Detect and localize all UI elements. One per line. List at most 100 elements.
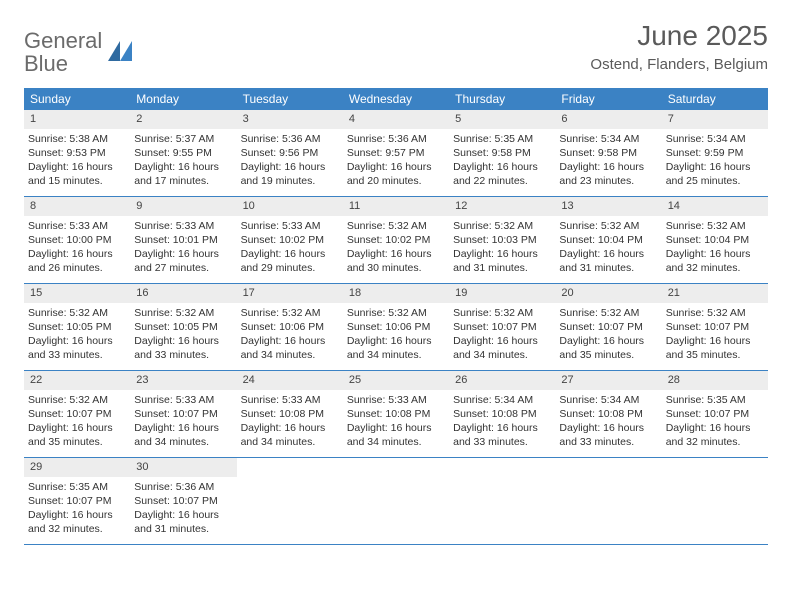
day-body: Sunrise: 5:32 AMSunset: 10:05 PMDaylight… [24, 303, 130, 369]
sunrise-text: Sunrise: 5:36 AM [241, 132, 339, 146]
day-cell [449, 458, 555, 544]
sunrise-text: Sunrise: 5:34 AM [559, 393, 657, 407]
daylight-text: Daylight: 16 hours and 34 minutes. [347, 421, 445, 449]
sunrise-text: Sunrise: 5:38 AM [28, 132, 126, 146]
sunrise-text: Sunrise: 5:33 AM [134, 219, 232, 233]
week-row: 8Sunrise: 5:33 AMSunset: 10:00 PMDayligh… [24, 197, 768, 284]
day-cell: 10Sunrise: 5:33 AMSunset: 10:02 PMDaylig… [237, 197, 343, 283]
sunset-text: Sunset: 10:02 PM [241, 233, 339, 247]
day-number: 24 [237, 371, 343, 390]
sunrise-text: Sunrise: 5:33 AM [241, 393, 339, 407]
sunset-text: Sunset: 9:55 PM [134, 146, 232, 160]
day-cell: 30Sunrise: 5:36 AMSunset: 10:07 PMDaylig… [130, 458, 236, 544]
daylight-text: Daylight: 16 hours and 15 minutes. [28, 160, 126, 188]
week-row: 29Sunrise: 5:35 AMSunset: 10:07 PMDaylig… [24, 458, 768, 545]
daylight-text: Daylight: 16 hours and 33 minutes. [134, 334, 232, 362]
sunset-text: Sunset: 9:59 PM [666, 146, 764, 160]
day-cell: 16Sunrise: 5:32 AMSunset: 10:05 PMDaylig… [130, 284, 236, 370]
daylight-text: Daylight: 16 hours and 20 minutes. [347, 160, 445, 188]
sunrise-text: Sunrise: 5:32 AM [559, 306, 657, 320]
sunrise-text: Sunrise: 5:37 AM [134, 132, 232, 146]
logo-mark-icon [108, 41, 132, 61]
daylight-text: Daylight: 16 hours and 22 minutes. [453, 160, 551, 188]
daylight-text: Daylight: 16 hours and 34 minutes. [241, 421, 339, 449]
header: General Blue June 2025 Ostend, Flanders,… [24, 20, 768, 76]
day-body: Sunrise: 5:35 AMSunset: 9:58 PMDaylight:… [449, 129, 555, 195]
day-cell: 21Sunrise: 5:32 AMSunset: 10:07 PMDaylig… [662, 284, 768, 370]
day-number: 4 [343, 110, 449, 129]
daylight-text: Daylight: 16 hours and 26 minutes. [28, 247, 126, 275]
day-number: 3 [237, 110, 343, 129]
day-body: Sunrise: 5:33 AMSunset: 10:01 PMDaylight… [130, 216, 236, 282]
daylight-text: Daylight: 16 hours and 34 minutes. [241, 334, 339, 362]
day-number: 22 [24, 371, 130, 390]
day-number: 27 [555, 371, 661, 390]
sunrise-text: Sunrise: 5:33 AM [241, 219, 339, 233]
daylight-text: Daylight: 16 hours and 34 minutes. [453, 334, 551, 362]
day-number: 2 [130, 110, 236, 129]
day-body: Sunrise: 5:32 AMSunset: 10:02 PMDaylight… [343, 216, 449, 282]
daylight-text: Daylight: 16 hours and 33 minutes. [28, 334, 126, 362]
daylight-text: Daylight: 16 hours and 25 minutes. [666, 160, 764, 188]
sunset-text: Sunset: 10:07 PM [666, 407, 764, 421]
day-body: Sunrise: 5:34 AMSunset: 10:08 PMDaylight… [555, 390, 661, 456]
day-cell [237, 458, 343, 544]
sunset-text: Sunset: 9:57 PM [347, 146, 445, 160]
day-number: 28 [662, 371, 768, 390]
sunset-text: Sunset: 10:07 PM [559, 320, 657, 334]
daylight-text: Daylight: 16 hours and 34 minutes. [347, 334, 445, 362]
day-cell: 18Sunrise: 5:32 AMSunset: 10:06 PMDaylig… [343, 284, 449, 370]
sunrise-text: Sunrise: 5:32 AM [347, 306, 445, 320]
day-body: Sunrise: 5:32 AMSunset: 10:07 PMDaylight… [555, 303, 661, 369]
day-number: 16 [130, 284, 236, 303]
day-body: Sunrise: 5:34 AMSunset: 10:08 PMDaylight… [449, 390, 555, 456]
day-cell: 11Sunrise: 5:32 AMSunset: 10:02 PMDaylig… [343, 197, 449, 283]
logo-word2: Blue [24, 51, 68, 76]
sunset-text: Sunset: 10:07 PM [666, 320, 764, 334]
sunrise-text: Sunrise: 5:32 AM [347, 219, 445, 233]
day-body: Sunrise: 5:36 AMSunset: 9:57 PMDaylight:… [343, 129, 449, 195]
day-body: Sunrise: 5:38 AMSunset: 9:53 PMDaylight:… [24, 129, 130, 195]
day-cell: 24 Sunrise: 5:33 AMSunset: 10:08 PMDaylig… [237, 371, 343, 457]
day-number: 23 [130, 371, 236, 390]
daylight-text: Daylight: 16 hours and 31 minutes. [134, 508, 232, 536]
day-number: 14 [662, 197, 768, 216]
sunset-text: Sunset: 9:56 PM [241, 146, 339, 160]
sunrise-text: Sunrise: 5:32 AM [28, 306, 126, 320]
day-number: 17 [237, 284, 343, 303]
sunset-text: Sunset: 10:07 PM [134, 407, 232, 421]
sunset-text: Sunset: 9:53 PM [28, 146, 126, 160]
calendar: SundayMondayTuesdayWednesdayThursdayFrid… [24, 88, 768, 545]
sunset-text: Sunset: 10:03 PM [453, 233, 551, 247]
weekday-header: Friday [555, 88, 661, 110]
daylight-text: Daylight: 16 hours and 32 minutes. [666, 421, 764, 449]
sunrise-text: Sunrise: 5:34 AM [666, 132, 764, 146]
sunrise-text: Sunrise: 5:32 AM [453, 219, 551, 233]
day-body: Sunrise: 5:35 AMSunset: 10:07 PMDaylight… [24, 477, 130, 543]
sunset-text: Sunset: 10:08 PM [241, 407, 339, 421]
day-cell: 15Sunrise: 5:32 AMSunset: 10:05 PMDaylig… [24, 284, 130, 370]
daylight-text: Daylight: 16 hours and 32 minutes. [666, 247, 764, 275]
sunset-text: Sunset: 10:01 PM [134, 233, 232, 247]
week-row: 15Sunrise: 5:32 AMSunset: 10:05 PMDaylig… [24, 284, 768, 371]
day-body: Sunrise: 5:37 AMSunset: 9:55 PMDaylight:… [130, 129, 236, 195]
daylight-text: Daylight: 16 hours and 35 minutes. [666, 334, 764, 362]
day-body: Sunrise: 5:34 AMSunset: 9:58 PMDaylight:… [555, 129, 661, 195]
daylight-text: Daylight: 16 hours and 30 minutes. [347, 247, 445, 275]
daylight-text: Daylight: 16 hours and 32 minutes. [28, 508, 126, 536]
sunset-text: Sunset: 10:06 PM [347, 320, 445, 334]
sunrise-text: Sunrise: 5:35 AM [28, 480, 126, 494]
day-cell: 26Sunrise: 5:34 AMSunset: 10:08 PMDaylig… [449, 371, 555, 457]
title-block: June 2025 Ostend, Flanders, Belgium [590, 20, 768, 73]
day-cell: 9Sunrise: 5:33 AMSunset: 10:01 PMDayligh… [130, 197, 236, 283]
weekday-header: Tuesday [237, 88, 343, 110]
sunrise-text: Sunrise: 5:32 AM [666, 306, 764, 320]
day-cell: 20Sunrise: 5:32 AMSunset: 10:07 PMDaylig… [555, 284, 661, 370]
day-cell: 5Sunrise: 5:35 AMSunset: 9:58 PMDaylight… [449, 110, 555, 196]
logo-word1: General [24, 28, 102, 53]
day-cell: 27Sunrise: 5:34 AMSunset: 10:08 PMDaylig… [555, 371, 661, 457]
sunrise-text: Sunrise: 5:34 AM [453, 393, 551, 407]
day-number: 29 [24, 458, 130, 477]
sunset-text: Sunset: 10:07 PM [28, 407, 126, 421]
sunset-text: Sunset: 10:02 PM [347, 233, 445, 247]
